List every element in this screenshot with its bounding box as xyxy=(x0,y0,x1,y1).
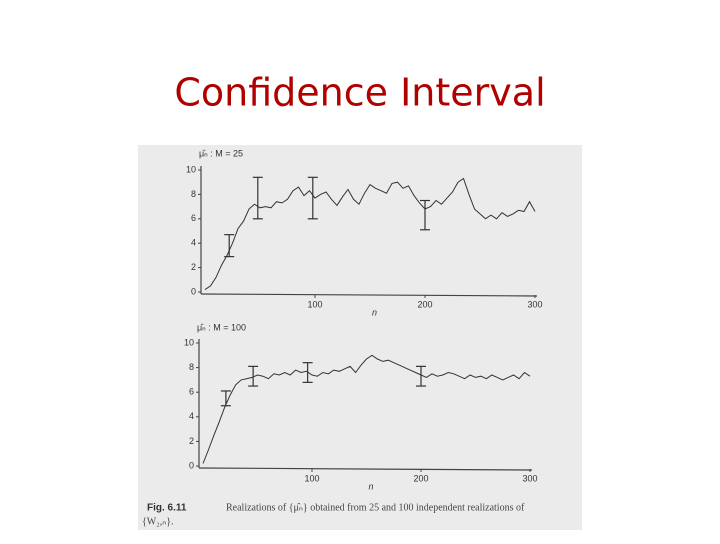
y-tick-label: 2 xyxy=(189,436,194,446)
x-axis xyxy=(200,293,538,297)
y-tick-label: 2 xyxy=(191,262,196,272)
data-line xyxy=(202,354,531,464)
y-tick-label: 0 xyxy=(189,460,194,470)
error-bar xyxy=(220,390,231,407)
error-bar xyxy=(252,176,263,220)
slide-title: Confidence Interval xyxy=(174,71,545,115)
x-tick-label: 200 xyxy=(413,473,428,483)
y-axis-label: μ̂ₙ : M = 25 xyxy=(199,148,243,158)
y-tick-label: 8 xyxy=(191,189,196,199)
error-bar xyxy=(248,365,259,387)
error-bar xyxy=(416,365,426,387)
y-tick-label: 6 xyxy=(189,387,194,397)
error-bar xyxy=(307,176,318,220)
x-tick-label: 200 xyxy=(417,299,432,309)
data-line xyxy=(204,177,536,291)
y-tick-label: 10 xyxy=(184,337,194,347)
y-tick-label: 4 xyxy=(189,411,194,421)
x-axis-label: n xyxy=(372,307,377,317)
x-tick-label: 300 xyxy=(527,299,542,309)
error-bar xyxy=(224,234,235,258)
x-axis-label: n xyxy=(369,481,374,491)
y-axis-label: μ̂ₙ : M = 100 xyxy=(197,322,246,332)
x-axis xyxy=(198,467,533,471)
y-tick-label: 0 xyxy=(191,286,196,296)
y-tick-label: 8 xyxy=(189,362,194,372)
y-tick-label: 6 xyxy=(191,213,196,223)
figure-scan xyxy=(138,145,582,530)
caption-continuation: {W₂,ₙ}. xyxy=(142,516,174,527)
x-tick-label: 100 xyxy=(304,473,319,483)
caption-text: Realizations of {μ̂ₙ} obtained from 25 a… xyxy=(226,502,525,513)
error-bar xyxy=(302,362,313,383)
error-bar xyxy=(420,199,430,231)
x-tick-label: 100 xyxy=(307,299,322,309)
x-tick-label: 300 xyxy=(522,473,537,483)
y-tick-label: 4 xyxy=(191,238,196,248)
y-tick-label: 10 xyxy=(186,164,196,174)
caption-label: Fig. 6.11 xyxy=(147,503,187,514)
